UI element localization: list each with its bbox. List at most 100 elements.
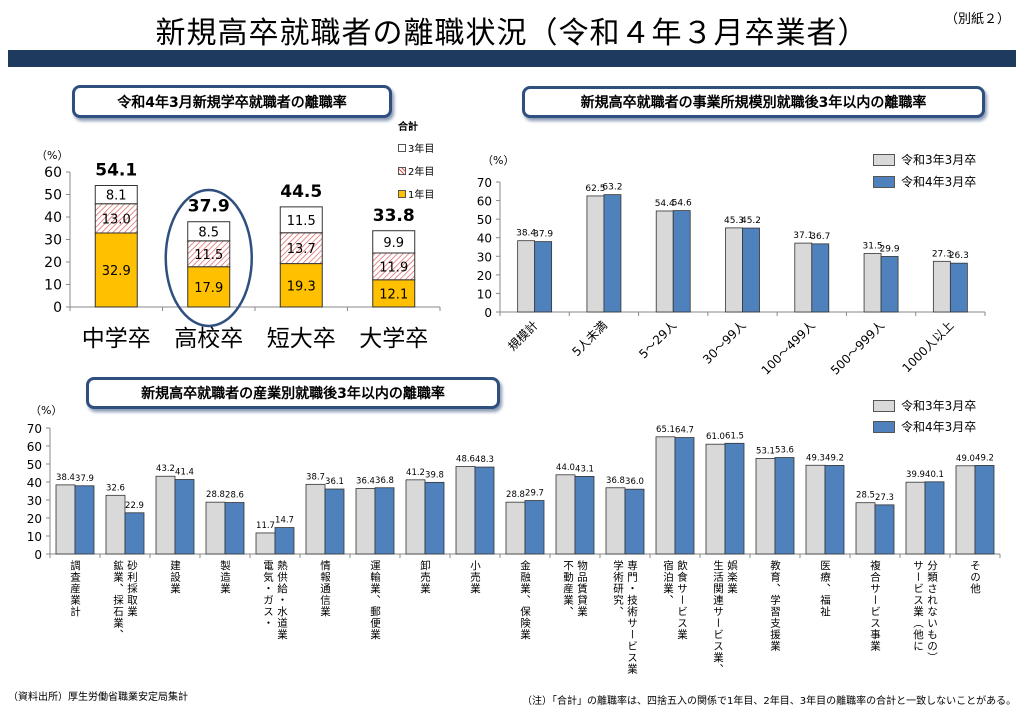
bar-令和4年3月卒 [174, 479, 195, 555]
bar-value-label: 49.0 [956, 454, 975, 464]
bar-value-label: 26.3 [949, 251, 969, 261]
bar-令和3年3月卒 [805, 464, 826, 555]
bar-令和4年3月卒 [124, 512, 145, 555]
bar-令和3年3月卒 [794, 242, 813, 313]
chart1-legend-title: 合計 [398, 122, 418, 133]
category-label: 情報通信業 [319, 560, 331, 618]
category-label: 中学卒 [82, 326, 151, 352]
category-label: 金融業、保険業 [519, 560, 531, 641]
legend-label: 令和4年3月卒 [901, 175, 977, 189]
bar-value-label: 63.2 [602, 183, 622, 193]
bar-令和4年3月卒 [874, 504, 895, 555]
segment-value-label: 9.9 [383, 236, 404, 251]
bar-value-label: 44.0 [556, 463, 575, 473]
segment-value-label: 32.9 [102, 264, 131, 279]
bar-令和4年3月卒 [974, 465, 995, 555]
y-tick-label: 60 [477, 195, 492, 209]
legend-label: 令和3年3月卒 [901, 153, 977, 167]
category-label: 電気・ガス・ 熱供給・水道業 [262, 560, 288, 641]
annex-label: （別紙２） [944, 12, 1010, 27]
y-tick-label: 50 [44, 188, 62, 204]
bar-令和3年3月卒 [505, 501, 526, 555]
bar-令和3年3月卒 [655, 210, 674, 313]
bar-value-label: 64.7 [675, 426, 694, 436]
bar-令和4年3月卒 [724, 442, 745, 555]
legend-swatch [873, 175, 895, 188]
bar-令和3年3月卒 [932, 260, 951, 313]
bar-value-label: 49.2 [825, 453, 844, 463]
category-label: 短大卒 [267, 326, 336, 352]
legend-swatch [873, 399, 895, 412]
category-label: サービス業（他に 分類されないもの） [912, 560, 938, 664]
bar-令和3年3月卒 [855, 502, 876, 555]
y-tick-label: 70 [477, 176, 492, 190]
legend-label: 令和4年3月卒 [901, 420, 977, 434]
bar-value-label: 36.4 [356, 476, 375, 486]
title-band [8, 50, 1016, 67]
bar-value-label: 41.2 [406, 468, 425, 478]
bar-value-label: 43.2 [156, 464, 175, 474]
y-tick-label: 20 [44, 255, 62, 271]
chart3-legend-r4: 令和4年3月卒 [873, 418, 976, 435]
y-tick-label: 0 [53, 300, 62, 316]
segment-value-label: 17.9 [194, 281, 223, 296]
bar-令和3年3月卒 [405, 479, 426, 555]
legend-swatch [873, 153, 895, 166]
total-value-label: 37.9 [188, 197, 230, 217]
bar-value-label: 62.5 [585, 184, 605, 194]
y-tick-label: 30 [477, 250, 492, 264]
bar-value-label: 38.7 [306, 472, 325, 482]
bar-value-label: 38.4 [516, 229, 536, 239]
bar-令和3年3月卒 [863, 253, 882, 313]
segment-value-label: 11.9 [379, 260, 408, 275]
bar-value-label: 61.5 [725, 431, 744, 441]
legend-year2: 2年目 [398, 163, 434, 178]
y-tick-label: 20 [27, 512, 42, 526]
bar-segment-2年目 [187, 240, 231, 268]
legend-swatch [873, 420, 895, 433]
bar-value-label: 54.6 [672, 199, 692, 209]
bar-value-label: 45.2 [741, 216, 761, 226]
total-value-label: 33.8 [373, 206, 415, 226]
segment-value-label: 8.1 [106, 189, 127, 204]
bar-value-label: 43.1 [575, 464, 594, 474]
category-label: 医療、福祉 [819, 560, 831, 618]
chart2-legend-r4: 令和4年3月卒 [873, 173, 976, 190]
bar-令和4年3月卒 [424, 481, 445, 555]
bar-令和4年3月卒 [924, 481, 945, 555]
bar-value-label: 28.5 [856, 491, 875, 501]
bar-令和3年3月卒 [255, 532, 276, 555]
bar-value-label: 37.9 [75, 474, 94, 484]
category-label: 100～499人 [759, 318, 818, 377]
bar-segment-3年目 [372, 230, 416, 254]
category-label: 不動産業、 物品賃貸業 [562, 560, 588, 618]
y-tick-label: 40 [44, 210, 62, 226]
page-title: 新規高卒就職者の離職状況（令和４年３月卒業者） [155, 16, 869, 51]
bar-value-label: 36.8 [606, 476, 625, 486]
segment-value-label: 19.3 [287, 279, 316, 294]
bar-令和3年3月卒 [655, 436, 676, 555]
bar-令和3年3月卒 [455, 466, 476, 555]
bar-value-label: 39.9 [906, 470, 925, 480]
category-label: その他 [969, 560, 981, 595]
bar-令和3年3月卒 [55, 484, 76, 555]
bar-value-label: 61.0 [706, 432, 725, 442]
y-tick-label: 10 [477, 287, 492, 301]
chart2-title: 新規高卒就職者の事業所規模別就職後3年以内の離職率 [522, 86, 985, 118]
bar-value-label: 54.4 [655, 199, 675, 209]
bar-value-label: 53.6 [775, 446, 794, 456]
bar-value-label: 49.3 [806, 453, 825, 463]
bar-value-label: 40.1 [925, 470, 944, 480]
category-label: 製造業 [219, 560, 231, 595]
highlight-ellipse [164, 188, 253, 328]
bar-令和3年3月卒 [105, 494, 126, 555]
bar-令和3年3月卒 [755, 458, 776, 555]
bar-令和4年3月卒 [74, 485, 95, 555]
bar-令和3年3月卒 [955, 465, 976, 555]
bar-令和4年3月卒 [742, 227, 760, 313]
chart3-ylabel: （%） [30, 404, 63, 417]
bar-segment-1年目 [187, 266, 231, 308]
bar-令和3年3月卒 [205, 501, 226, 555]
category-label: 学術研究、 専門・技術サービス業 [612, 560, 638, 675]
